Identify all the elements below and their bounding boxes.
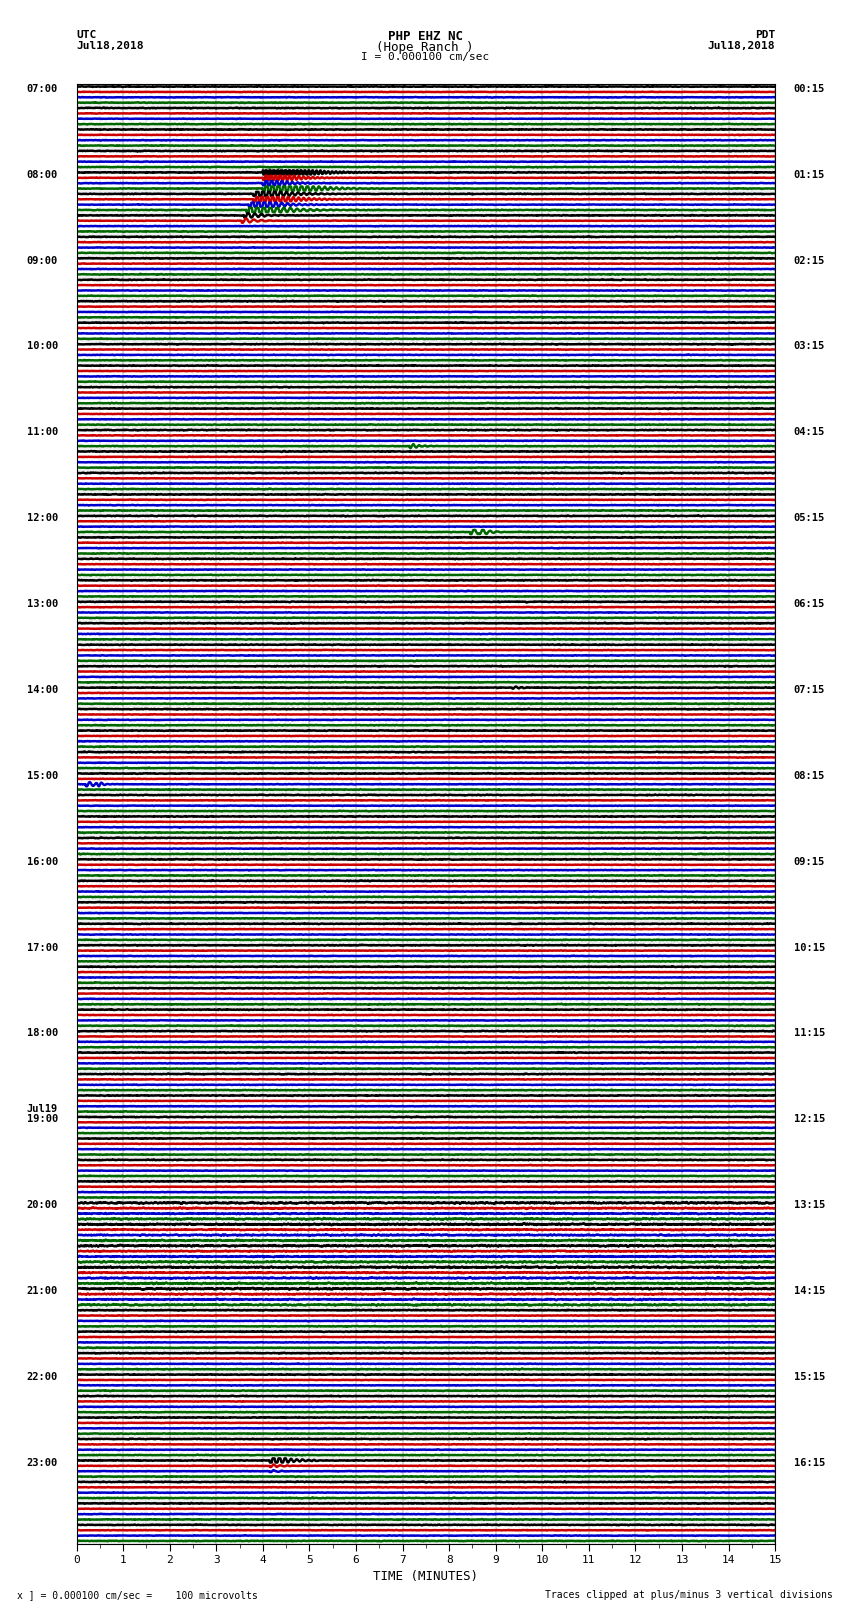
Text: 16:15: 16:15	[794, 1458, 825, 1468]
Text: 00:15: 00:15	[794, 84, 825, 94]
Text: Jul18,2018: Jul18,2018	[76, 40, 144, 52]
Text: 19:00: 19:00	[26, 1115, 58, 1124]
Text: 15:00: 15:00	[26, 771, 58, 781]
Text: 11:15: 11:15	[794, 1029, 825, 1039]
Text: (Hope Ranch ): (Hope Ranch )	[377, 40, 473, 55]
Text: Jul19: Jul19	[26, 1103, 58, 1113]
Text: 18:00: 18:00	[26, 1029, 58, 1039]
Text: 20:00: 20:00	[26, 1200, 58, 1210]
Text: 07:15: 07:15	[794, 686, 825, 695]
Text: 03:15: 03:15	[794, 342, 825, 352]
Text: 08:00: 08:00	[26, 169, 58, 179]
Text: x ] = 0.000100 cm/sec =    100 microvolts: x ] = 0.000100 cm/sec = 100 microvolts	[17, 1590, 258, 1600]
Text: 23:00: 23:00	[26, 1458, 58, 1468]
Text: 10:00: 10:00	[26, 342, 58, 352]
Text: UTC: UTC	[76, 31, 97, 40]
Text: 12:15: 12:15	[794, 1115, 825, 1124]
Text: 13:00: 13:00	[26, 598, 58, 610]
Text: 05:15: 05:15	[794, 513, 825, 523]
Text: 08:15: 08:15	[794, 771, 825, 781]
Text: 10:15: 10:15	[794, 942, 825, 953]
Text: 02:15: 02:15	[794, 255, 825, 266]
Text: 09:00: 09:00	[26, 255, 58, 266]
Text: Traces clipped at plus/minus 3 vertical divisions: Traces clipped at plus/minus 3 vertical …	[545, 1590, 833, 1600]
Text: 04:15: 04:15	[794, 427, 825, 437]
Text: 11:00: 11:00	[26, 427, 58, 437]
Text: 14:15: 14:15	[794, 1286, 825, 1295]
Text: PHP EHZ NC: PHP EHZ NC	[388, 31, 462, 44]
Text: 14:00: 14:00	[26, 686, 58, 695]
Text: 07:00: 07:00	[26, 84, 58, 94]
Text: 01:15: 01:15	[794, 169, 825, 179]
Text: Jul18,2018: Jul18,2018	[708, 40, 775, 52]
Text: 09:15: 09:15	[794, 857, 825, 866]
Text: 22:00: 22:00	[26, 1373, 58, 1382]
Text: 21:00: 21:00	[26, 1286, 58, 1295]
Text: 13:15: 13:15	[794, 1200, 825, 1210]
X-axis label: TIME (MINUTES): TIME (MINUTES)	[373, 1569, 479, 1582]
Text: 15:15: 15:15	[794, 1373, 825, 1382]
Text: 17:00: 17:00	[26, 942, 58, 953]
Text: PDT: PDT	[755, 31, 775, 40]
Text: 12:00: 12:00	[26, 513, 58, 523]
Text: 06:15: 06:15	[794, 598, 825, 610]
Text: I = 0.000100 cm/sec: I = 0.000100 cm/sec	[361, 52, 489, 63]
Text: 16:00: 16:00	[26, 857, 58, 866]
